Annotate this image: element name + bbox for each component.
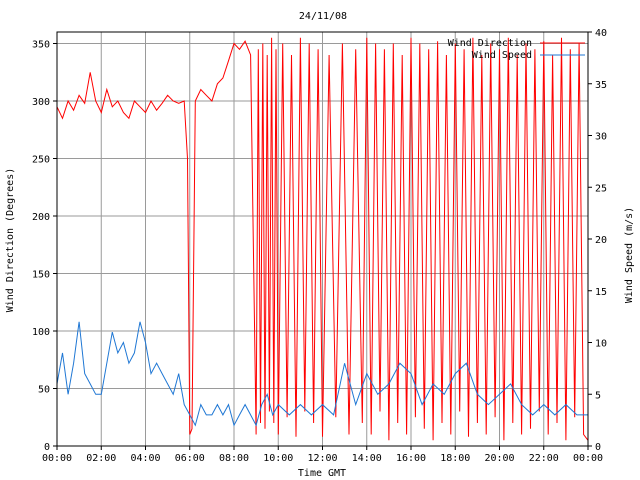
right-axis-label: Wind Speed (m/s) [624, 207, 635, 303]
x-tick-label: 20:00 [484, 453, 514, 464]
x-tick-label: 00:00 [42, 453, 72, 464]
right-axis-ticks: 0 5 10 15 20 25 30 35 40 [588, 28, 607, 453]
x-tick-label: 16:00 [396, 453, 426, 464]
left-tick-label: 200 [32, 212, 50, 223]
left-tick-label: 50 [38, 385, 50, 396]
x-tick-label: 10:00 [263, 453, 293, 464]
x-tick-label: 00:00 [573, 453, 603, 464]
x-tick-label: 06:00 [175, 453, 205, 464]
x-tick-label: 18:00 [440, 453, 470, 464]
legend: Wind Direction Wind Speed [448, 38, 585, 61]
left-tick-label: 150 [32, 270, 50, 281]
left-tick-label: 0 [44, 442, 50, 453]
x-tick-label: 22:00 [529, 453, 559, 464]
chart-title: 24/11/08 [299, 11, 347, 22]
x-tick-label: 02:00 [86, 453, 116, 464]
left-tick-label: 300 [32, 97, 50, 108]
x-tick-label: 14:00 [352, 453, 382, 464]
x-tick-label: 04:00 [130, 453, 160, 464]
right-tick-label: 0 [595, 442, 601, 453]
x-axis-ticks: 00:00 02:00 04:00 06:00 08:00 10:00 12:00 14:00… [42, 446, 603, 464]
grid-lines [56, 32, 589, 447]
x-axis-label: Time GMT [298, 468, 346, 479]
right-tick-label: 15 [595, 287, 607, 298]
left-tick-label: 100 [32, 327, 50, 338]
legend-label-wind-speed: Wind Speed [472, 50, 532, 61]
left-tick-label: 350 [32, 40, 50, 51]
right-tick-label: 5 [595, 390, 601, 401]
series-line-wind-speed [56, 321, 588, 427]
x-tick-label: 08:00 [219, 453, 249, 464]
right-tick-label: 20 [595, 235, 607, 246]
right-tick-label: 40 [595, 28, 607, 39]
right-tick-label: 25 [595, 183, 607, 194]
right-tick-label: 35 [595, 80, 607, 91]
left-tick-label: 250 [32, 155, 50, 166]
series-layer [56, 37, 589, 441]
left-axis-ticks: 0 50 100 150 200 250 300 350 [32, 40, 57, 453]
right-tick-label: 10 [595, 339, 607, 350]
right-tick-label: 30 [595, 132, 607, 143]
legend-label-wind-direction: Wind Direction [448, 38, 532, 49]
left-axis-label: Wind Direction (Degrees) [5, 168, 16, 313]
series-line-wind-direction [56, 37, 589, 441]
x-tick-label: 12:00 [307, 453, 337, 464]
